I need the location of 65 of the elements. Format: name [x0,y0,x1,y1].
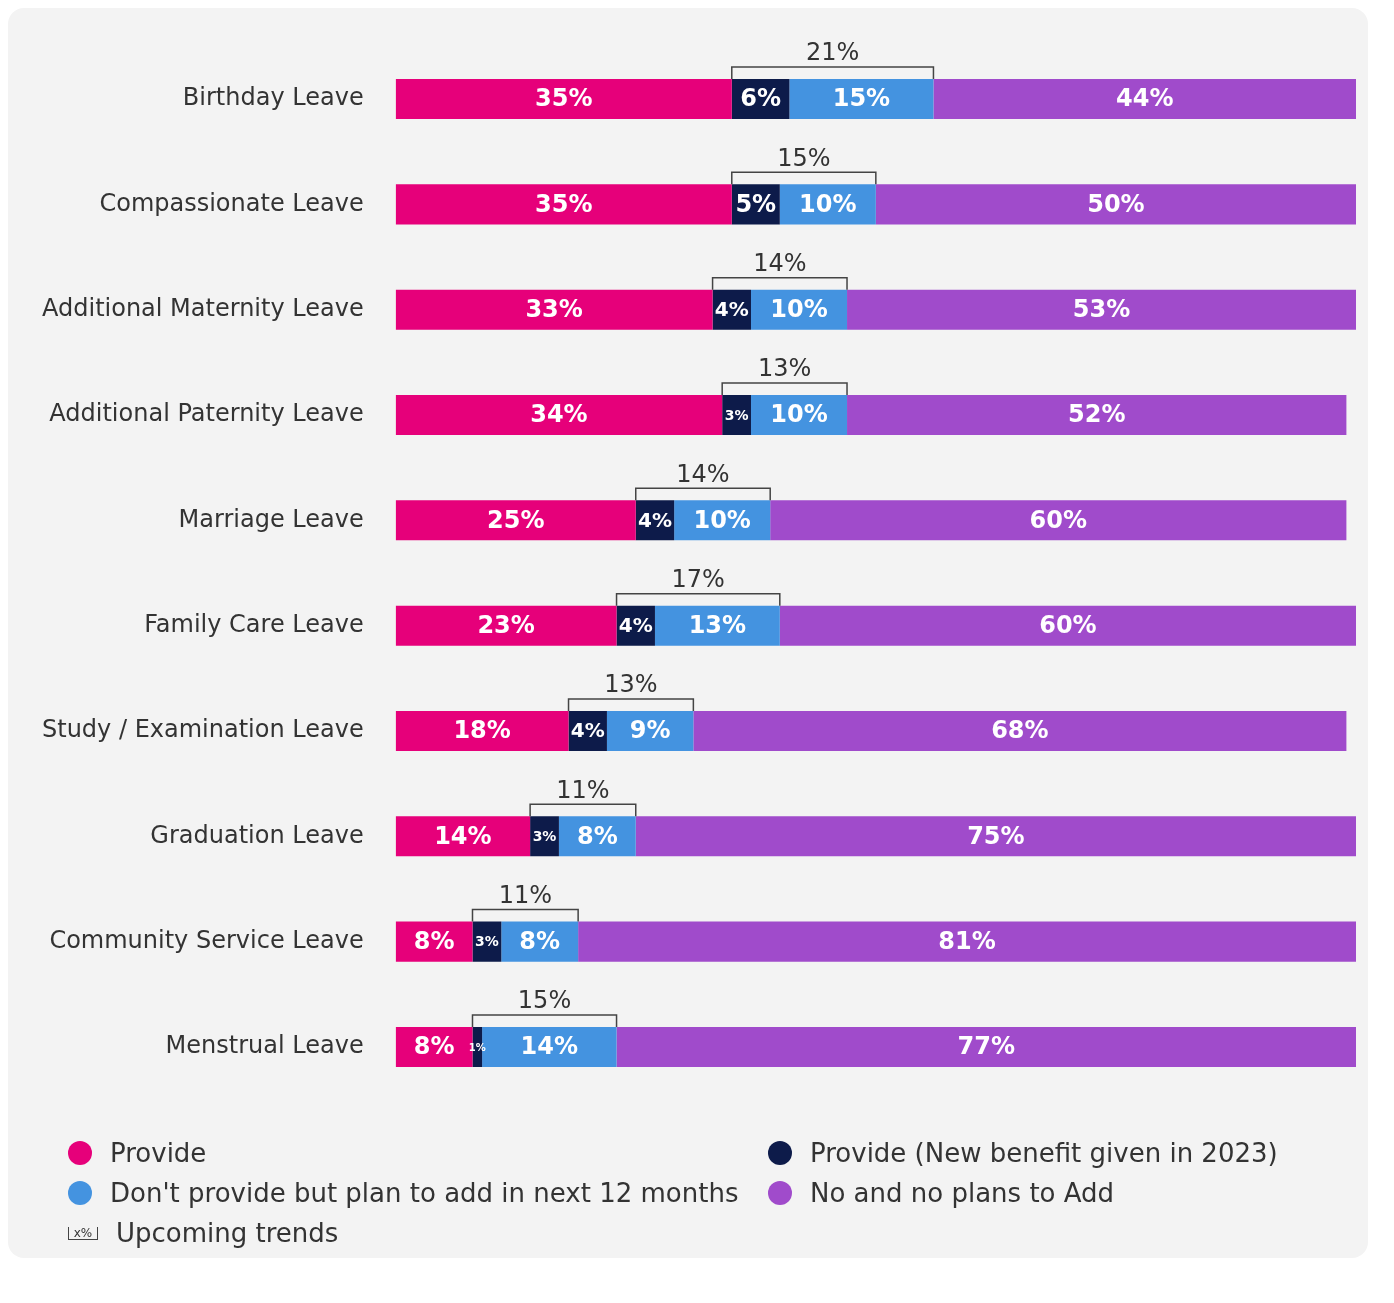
data-label: 52% [1067,400,1126,429]
y-tick-label: Study / Examination Leave [42,715,364,744]
annotation: 14% [676,459,730,488]
data-label: 8% [413,926,455,955]
data-label: 6% [740,84,781,113]
y-tick-label: Birthday Leave [182,83,364,112]
annotation: 15% [517,986,572,1015]
data-label: 18% [453,716,511,745]
annotation: 11% [498,880,552,909]
data-label: 8% [413,1032,455,1061]
data-label: 77% [957,1032,1015,1061]
data-label: 50% [1087,189,1145,218]
y-tick-label: Menstrual Leave [165,1031,364,1060]
y-tick-label: Family Care Leave [144,609,364,638]
y-tick-label: Community Service Leave [49,925,364,954]
data-label: 9% [629,716,671,745]
data-label: 4% [714,296,749,321]
data-label: 8% [519,926,561,955]
y-tick-label: Graduation Leave [150,820,364,849]
data-label: 81% [938,926,996,955]
legend-label: Provide [110,1138,207,1168]
data-label: 75% [967,821,1025,850]
data-label: 35% [535,84,593,113]
data-label: 53% [1072,294,1131,323]
data-label: 60% [1029,505,1088,534]
data-label: 13% [688,610,747,639]
data-label: 4% [637,507,672,532]
data-label: 10% [770,400,828,429]
data-label: 3% [724,406,749,423]
data-label: 14% [434,821,492,850]
y-tick-label: Additional Maternity Leave [42,293,364,322]
data-label: 44% [1116,84,1174,113]
y-tick-label: Marriage Leave [178,504,364,533]
legend-label: Don't provide but plan to add in next 12 months [110,1178,739,1208]
data-label: 25% [486,505,545,534]
legend-label: Provide (New benefit given in 2023) [810,1138,1278,1168]
annotation: 21% [805,38,860,67]
bracket-icon: x% [68,1226,98,1240]
annotation: 15% [777,143,831,172]
data-label: 10% [770,294,828,323]
annotation: 13% [757,354,812,383]
data-label: 5% [735,189,777,218]
data-label: 34% [530,400,588,429]
data-label: 60% [1039,610,1097,639]
annotation: 17% [671,564,725,593]
data-label: 10% [799,189,857,218]
annotation: 14% [753,248,807,277]
data-label: 15% [832,84,891,113]
data-label: 33% [525,294,583,323]
data-label: 4% [618,612,653,637]
y-tick-label: Additional Paternity Leave [49,399,364,428]
data-label: 3% [532,827,557,844]
annotation: 13% [604,670,658,699]
y-tick-label: Compassionate Leave [99,188,364,217]
data-label: 3% [475,933,499,950]
data-label: 8% [576,821,618,850]
data-label: 10% [693,505,751,534]
data-label: 14% [520,1032,579,1061]
text: Upcoming trends [116,1218,339,1248]
data-label: 23% [477,610,535,639]
legend-label: No and no plans to Add [810,1178,1115,1208]
annotation: 11% [556,775,610,804]
data-label: 4% [570,718,605,743]
data-label: 35% [535,189,593,218]
data-label: 68% [991,716,1049,745]
